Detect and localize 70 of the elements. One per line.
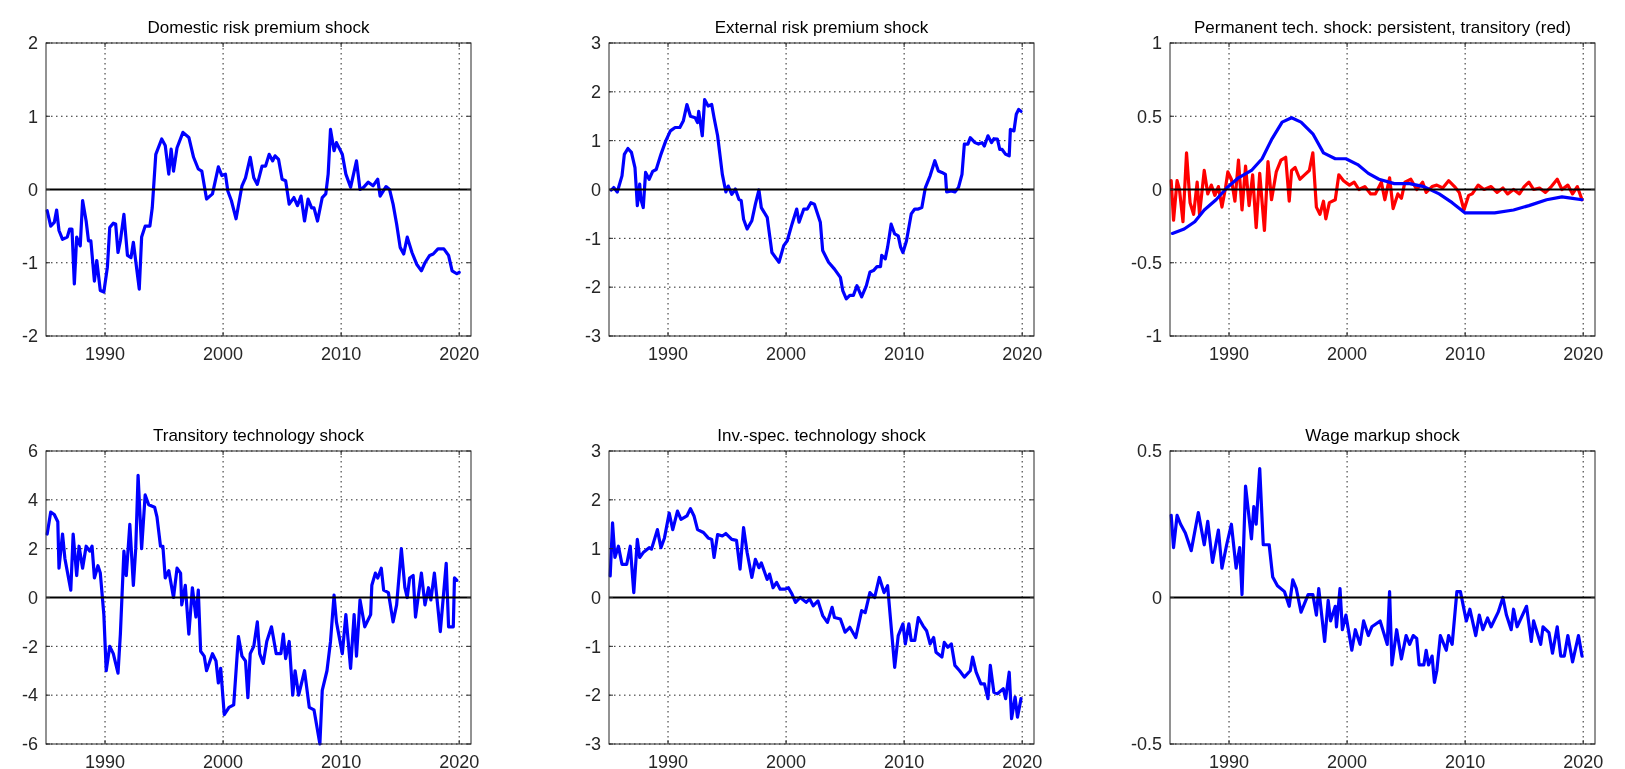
x-tick-label: 2020 <box>1563 752 1604 769</box>
x-tick-label: 2010 <box>884 752 925 769</box>
x-tick-label: 2010 <box>1445 752 1486 769</box>
x-tick-label: 2010 <box>321 752 362 769</box>
y-tick-label: 2 <box>590 490 601 511</box>
y-tick-label: 0 <box>590 179 601 200</box>
y-tick-label: 2 <box>27 538 38 559</box>
y-tick-label: -1 <box>584 636 601 657</box>
y-tick-label: 0 <box>1151 587 1162 608</box>
x-tick-label: 2000 <box>203 344 244 364</box>
x-tick-label: 2010 <box>884 344 925 364</box>
x-tick-label: 2020 <box>439 752 480 769</box>
chart-title: Wage markup shock <box>1305 426 1461 445</box>
y-tick-label: -1 <box>584 228 601 249</box>
y-tick-label: 2 <box>590 82 601 103</box>
y-tick-label: -0.5 <box>1130 734 1162 755</box>
y-tick-label: -4 <box>21 685 38 706</box>
x-tick-label: 1990 <box>1209 344 1250 364</box>
y-tick-label: 3 <box>590 441 601 462</box>
x-tick-label: 1990 <box>648 344 689 364</box>
y-tick-label: 4 <box>27 490 38 511</box>
x-tick-label: 1990 <box>85 344 126 364</box>
chart-title: External risk premium shock <box>714 18 929 37</box>
line-series <box>45 473 459 746</box>
x-tick-label: 2010 <box>321 344 362 364</box>
x-tick-label: 2000 <box>203 752 244 769</box>
x-tick-label: 2000 <box>766 752 807 769</box>
y-tick-label: -3 <box>584 734 601 755</box>
y-tick-label: -6 <box>21 734 38 755</box>
chart-title: Inv.-spec. technology shock <box>717 426 927 445</box>
line-series <box>609 98 1023 301</box>
y-tick-label: 0.5 <box>1136 441 1162 462</box>
y-tick-label: -2 <box>21 636 38 657</box>
y-tick-label: 3 <box>590 33 601 54</box>
line-series <box>1170 116 1584 236</box>
y-tick-label: 1 <box>27 106 38 127</box>
y-tick-label: -1 <box>21 253 38 274</box>
y-tick-label: -1 <box>1145 326 1162 347</box>
y-tick-label: -2 <box>21 326 38 347</box>
x-tick-label: 2000 <box>1327 344 1368 364</box>
chart-title: Transitory technology shock <box>152 426 365 445</box>
x-tick-label: 2020 <box>1002 344 1043 364</box>
y-tick-label: 0 <box>590 587 601 608</box>
x-tick-label: 1990 <box>648 752 689 769</box>
chart-title: Permanent tech. shock: persistent, transitory (red) <box>1194 18 1571 37</box>
y-tick-label: -2 <box>584 277 601 298</box>
y-tick-label: 1 <box>590 538 601 559</box>
x-tick-label: 2000 <box>1327 752 1368 769</box>
y-tick-label: -2 <box>584 685 601 706</box>
y-tick-label: 0 <box>27 587 38 608</box>
y-tick-label: 0.5 <box>1136 106 1162 127</box>
y-tick-label: -3 <box>584 326 601 347</box>
line-series <box>45 127 461 294</box>
x-tick-label: 2020 <box>1002 752 1043 769</box>
y-tick-label: 1 <box>590 130 601 151</box>
x-tick-label: 2000 <box>766 344 807 364</box>
y-tick-label: 1 <box>1151 33 1162 54</box>
chart-title: Domestic risk premium shock <box>147 18 370 37</box>
line-series <box>1169 466 1584 685</box>
y-tick-label: 2 <box>27 33 38 54</box>
x-tick-label: 1990 <box>1209 752 1250 769</box>
y-tick-label: 0 <box>27 179 38 200</box>
x-tick-label: 1990 <box>85 752 126 769</box>
x-tick-label: 2020 <box>1563 344 1604 364</box>
x-tick-label: 2020 <box>439 344 480 364</box>
x-tick-label: 2010 <box>1445 344 1486 364</box>
y-tick-label: 6 <box>27 441 38 462</box>
y-tick-label: 0 <box>1151 179 1162 200</box>
y-tick-label: -0.5 <box>1130 253 1162 274</box>
line-series <box>608 507 1023 721</box>
